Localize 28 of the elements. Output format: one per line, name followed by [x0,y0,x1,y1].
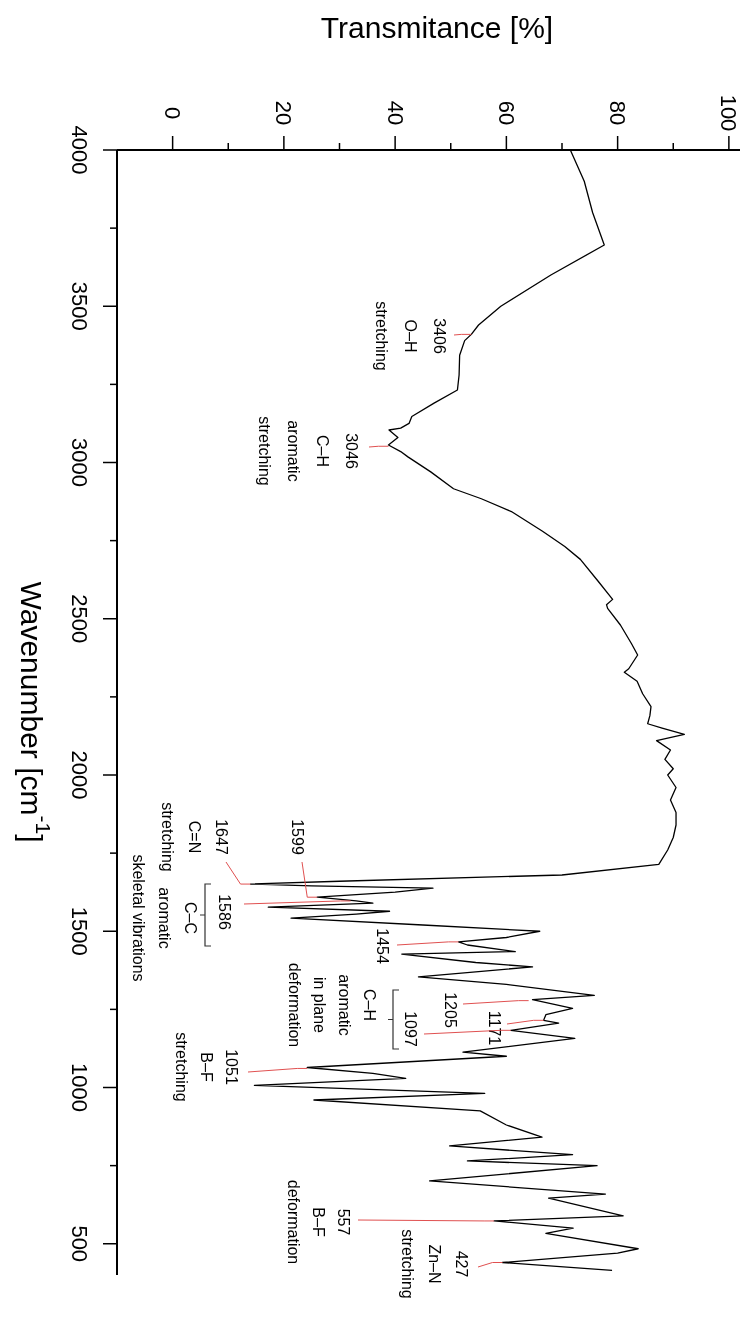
x-tick-label: 60 [493,100,519,126]
annotation: 1205 [441,992,459,1028]
x-tick-label: 100 [716,94,742,132]
y-tick-label: 500 [66,1225,92,1263]
annotation: 557 B–F deformation [284,1179,352,1265]
x-tick-label: 20 [271,100,297,126]
x-tick-label: 80 [605,100,631,126]
y-tick-label: 4000 [66,125,92,175]
annotation: 1599 [288,819,306,855]
x-axis-title: Transmitance [%] [320,11,554,44]
annotation: 3406 O–H stretching [372,301,448,371]
annotation: 1097 [401,1011,419,1047]
annotation: 1051 B–F stretching [172,1032,240,1102]
y-tick-label: 3500 [66,281,92,331]
annotation: 427 Zn–N stretching [398,1229,470,1299]
y-tick-label: 1500 [66,906,92,956]
annotation: 1586 [215,894,233,930]
annotation: C–H aromatic in plane deformation [285,962,378,1048]
annotation: 1171 [485,1010,503,1046]
annotation: 1454 [373,928,391,964]
y-tick-label: 2000 [66,750,92,800]
y-tick-label: 1000 [66,1063,92,1112]
annotation: 1647 C=N stretching [158,802,230,872]
y-tick-label: 2500 [66,594,92,644]
annotation: 3046 C–H aromatic stretching [255,416,360,486]
x-tick-label: 40 [382,100,408,126]
y-tick-label: 3000 [66,438,92,487]
x-tick-label: 0 [160,106,186,120]
